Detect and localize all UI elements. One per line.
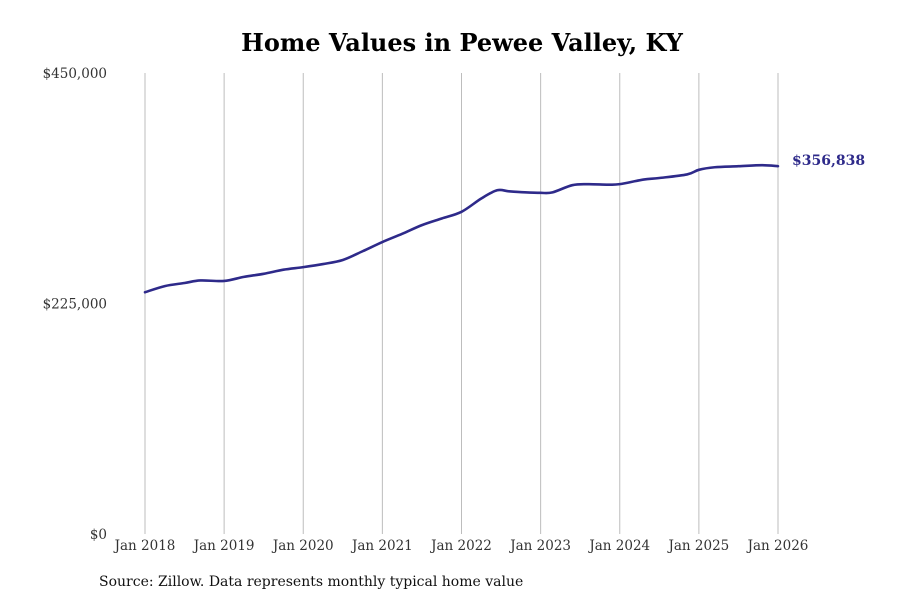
x-tick-label: Jan 2019 — [192, 538, 255, 554]
chart-title: Home Values in Pewee Valley, KY — [241, 28, 684, 57]
x-axis-labels: Jan 2018 Jan 2019 Jan 2020 Jan 2021 Jan 2022… — [113, 538, 809, 554]
latest-value-label: $356,838 — [792, 153, 865, 169]
x-tick-label: Jan 2018 — [113, 538, 176, 554]
x-tick-label: Jan 2021 — [350, 538, 413, 554]
y-tick-label: $450,000 — [43, 66, 107, 82]
x-tick-label: Jan 2023 — [508, 538, 571, 554]
vertical-gridlines — [144, 73, 779, 534]
x-tick-label: Jan 2025 — [666, 538, 729, 554]
home-value-line — [143, 163, 780, 294]
x-tick-label: Jan 2022 — [429, 538, 492, 554]
y-axis-labels: $0 $225,000 $450,000 — [43, 66, 107, 543]
x-tick-label: Jan 2020 — [271, 538, 334, 554]
source-note: Source: Zillow. Data represents monthly … — [99, 574, 524, 590]
y-tick-label: $0 — [90, 527, 107, 543]
x-tick-label: Jan 2026 — [746, 538, 809, 554]
x-tick-label: Jan 2024 — [587, 538, 650, 554]
y-tick-label: $225,000 — [43, 297, 107, 313]
